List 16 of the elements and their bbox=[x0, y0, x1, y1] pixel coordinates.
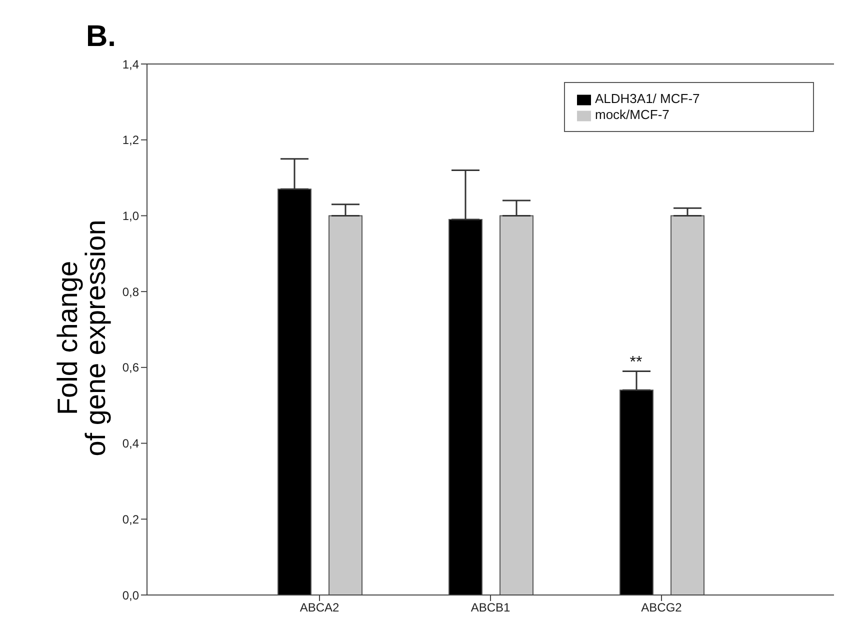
x-tick-label: ABCA2 bbox=[300, 600, 340, 615]
annotation: ** bbox=[630, 354, 642, 372]
y-tick-label: 0,8 bbox=[122, 284, 140, 299]
y-tick-label: 1,2 bbox=[122, 133, 140, 148]
x-tick-label: ABCG2 bbox=[641, 600, 682, 615]
y-tick-label: 1,4 bbox=[122, 57, 140, 72]
y-tick-label: 0,0 bbox=[122, 588, 140, 602]
x-tick-label: ABCB1 bbox=[470, 600, 510, 615]
y-axis-title: Fold change of gene expression bbox=[52, 220, 111, 456]
legend-label: mock/MCF-7 bbox=[595, 107, 670, 122]
y-tick-label: 0,4 bbox=[122, 436, 140, 451]
y-tick-label: 0,6 bbox=[122, 360, 140, 375]
y-tick-label: 1,0 bbox=[122, 208, 140, 223]
chart-title: B. bbox=[86, 20, 116, 54]
y-tick-label: 0,2 bbox=[122, 512, 140, 526]
legend-label: ALDH3A1/ MCF-7 bbox=[595, 91, 700, 106]
